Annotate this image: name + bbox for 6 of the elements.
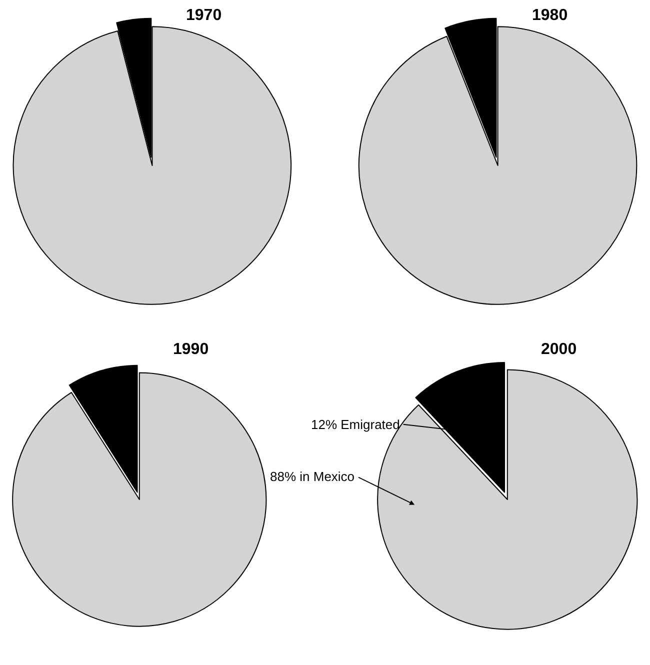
chart-title: 1990 xyxy=(173,341,209,358)
chart-title: 1980 xyxy=(532,7,568,24)
chart-title: 2000 xyxy=(541,341,577,358)
text: 88% in Mexico xyxy=(270,469,355,484)
chart-title: 1970 xyxy=(186,7,222,24)
text: 12% Emigrated xyxy=(311,417,400,432)
